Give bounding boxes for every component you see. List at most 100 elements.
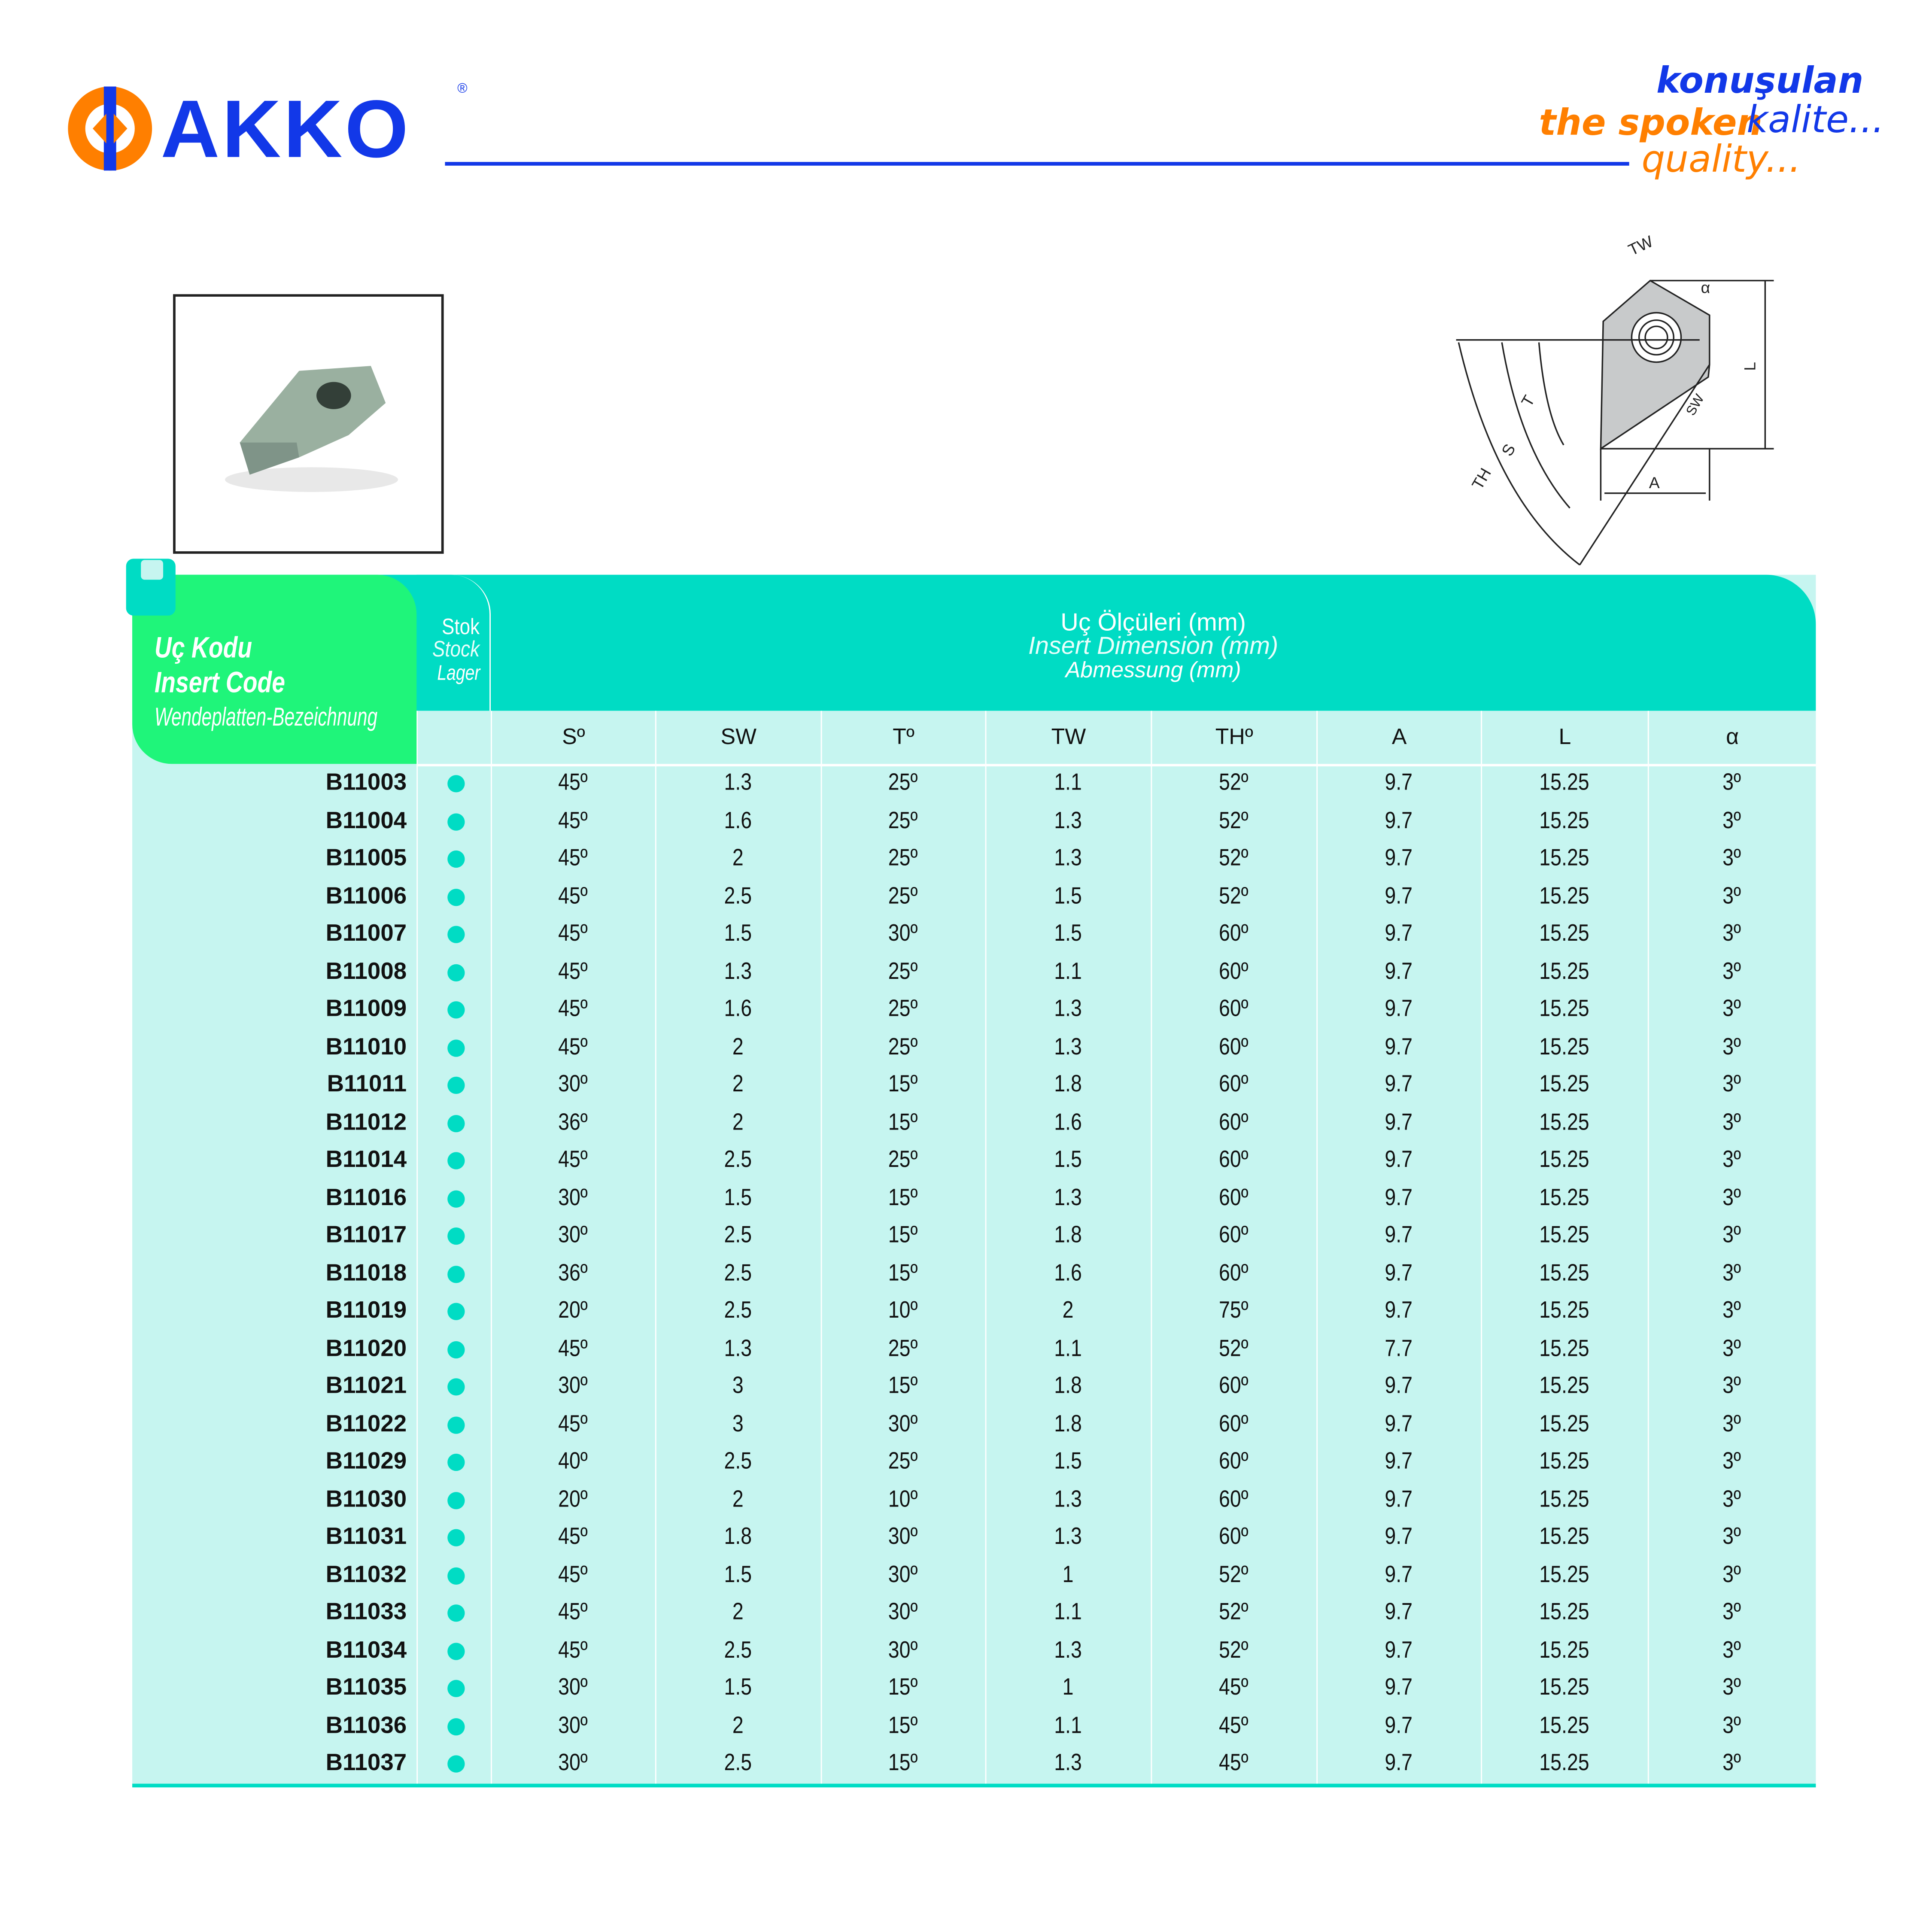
insert-code: B11018	[325, 1260, 407, 1287]
in-stock-indicator-icon	[447, 850, 465, 868]
cell-: 3º	[1722, 1373, 1741, 1400]
cell-t: 25º	[888, 996, 918, 1023]
cell-l: 15.25	[1539, 1034, 1589, 1060]
column-divider	[1481, 711, 1482, 1784]
cell-l: 15.25	[1539, 996, 1589, 1023]
table-row: B11005 45º 2 25º 1.3 52º 9.7 15.25 3º	[132, 841, 1816, 878]
table-row: B11014 45º 2.5 25º 1.5 60º 9.7 15.25 3º	[132, 1142, 1816, 1180]
cell-th: 60º	[1218, 1147, 1249, 1173]
cell-l: 15.25	[1539, 1147, 1589, 1173]
cell-a: 9.7	[1385, 1260, 1413, 1287]
cell-th: 52º	[1218, 1637, 1249, 1664]
in-stock-indicator-icon	[447, 1001, 465, 1019]
in-stock-indicator-icon	[447, 1416, 465, 1434]
cell-a: 9.7	[1385, 996, 1413, 1023]
cell-: 3º	[1722, 1637, 1741, 1664]
cell-tw: 1.3	[1054, 808, 1082, 834]
table-row: B11036 30º 2 15º 1.1 45º 9.7 15.25 3º	[132, 1707, 1816, 1745]
cell-: 3º	[1722, 1072, 1741, 1098]
table-row: B11021 30º 3 15º 1.8 60º 9.7 15.25 3º	[132, 1368, 1816, 1406]
cell-sw: 2.5	[724, 1223, 752, 1249]
cell-tw: 1.1	[1054, 1600, 1082, 1626]
cell-th: 60º	[1218, 1109, 1249, 1136]
cell-tw: 1	[1062, 1562, 1074, 1588]
cell-t: 15º	[888, 1260, 918, 1287]
cell-s: 40º	[558, 1449, 588, 1475]
insert-code: B11011	[327, 1072, 407, 1098]
cell-s: 20º	[558, 1298, 588, 1324]
cell-l: 15.25	[1539, 1637, 1589, 1664]
cell-sw: 2.5	[724, 1637, 752, 1664]
table-row: B11019 20º 2.5 10º 2 75º 9.7 15.25 3º	[132, 1293, 1816, 1331]
cell-t: 15º	[888, 1185, 918, 1211]
cell-a: 9.7	[1385, 1298, 1413, 1324]
cell-s: 45º	[558, 996, 588, 1023]
akko-logo-icon	[68, 86, 152, 171]
cell-tw: 1.5	[1054, 1449, 1082, 1475]
insert-code: B11010	[325, 1034, 407, 1060]
insert-code: B11005	[325, 846, 407, 872]
cell-tw: 1.8	[1054, 1223, 1082, 1249]
column-header: L	[1481, 711, 1648, 764]
cell-a: 9.7	[1385, 1109, 1413, 1136]
code-header-en: Insert Code	[154, 666, 285, 700]
cell-tw: 1.1	[1054, 959, 1082, 985]
column-divider	[491, 711, 492, 1784]
cell-s: 45º	[558, 808, 588, 834]
insert-code: B11014	[325, 1147, 407, 1173]
column-divider	[1647, 711, 1649, 1784]
insert-code: B11036	[325, 1713, 407, 1739]
cell-: 3º	[1722, 1260, 1741, 1287]
table-row: B11004 45º 1.6 25º 1.3 52º 9.7 15.25 3º	[132, 803, 1816, 841]
in-stock-indicator-icon	[447, 1717, 465, 1735]
cell-tw: 2	[1062, 1298, 1074, 1324]
cell-s: 45º	[558, 1637, 588, 1664]
cell-sw: 2.5	[724, 1298, 752, 1324]
cell-tw: 1.8	[1054, 1411, 1082, 1437]
cell-a: 9.7	[1385, 1524, 1413, 1551]
cell-th: 60º	[1218, 1449, 1249, 1475]
cell-l: 15.25	[1539, 1449, 1589, 1475]
diagram-label-alpha: α	[1701, 278, 1710, 296]
in-stock-indicator-icon	[447, 1076, 465, 1094]
cell-t: 10º	[888, 1486, 918, 1513]
cell-: 3º	[1722, 921, 1741, 948]
in-stock-indicator-icon	[447, 1642, 465, 1660]
cell-sw: 1.3	[724, 959, 752, 985]
cell-l: 15.25	[1539, 959, 1589, 985]
cell-a: 9.7	[1385, 1600, 1413, 1626]
code-header-de: Wendeplatten-Bezeichnung	[154, 703, 378, 732]
in-stock-indicator-icon	[447, 926, 465, 943]
cell-l: 15.25	[1539, 1562, 1589, 1588]
cell-sw: 1.6	[724, 996, 752, 1023]
cell-s: 45º	[558, 846, 588, 872]
cell-sw: 2	[732, 1486, 744, 1513]
cell-: 3º	[1722, 1185, 1741, 1211]
cell-th: 60º	[1218, 996, 1249, 1023]
insert-code: B11035	[325, 1675, 407, 1701]
cell-sw: 2	[732, 846, 744, 872]
table-row: B11010 45º 2 25º 1.3 60º 9.7 15.25 3º	[132, 1029, 1816, 1067]
cell-th: 45º	[1218, 1713, 1249, 1739]
cell-t: 25º	[888, 770, 918, 796]
cell-s: 45º	[558, 883, 588, 910]
cell-s: 45º	[558, 1147, 588, 1173]
in-stock-indicator-icon	[447, 1039, 465, 1057]
in-stock-indicator-icon	[447, 1604, 465, 1622]
cell-a: 7.7	[1385, 1336, 1413, 1362]
table-row: B11022 45º 3 30º 1.8 60º 9.7 15.25 3º	[132, 1406, 1816, 1444]
in-stock-indicator-icon	[447, 1340, 465, 1358]
in-stock-indicator-icon	[447, 1567, 465, 1584]
insert-code: B11012	[325, 1109, 407, 1136]
cell-a: 9.7	[1385, 1486, 1413, 1513]
insert-code: B11008	[325, 959, 407, 985]
cell-t: 25º	[888, 846, 918, 872]
cell-s: 45º	[558, 770, 588, 796]
cell-s: 45º	[558, 1524, 588, 1551]
in-stock-indicator-icon	[447, 1378, 465, 1396]
cell-t: 15º	[888, 1750, 918, 1777]
column-divider	[655, 711, 656, 1784]
cell-tw: 1.3	[1054, 1486, 1082, 1513]
insert-code: B11030	[325, 1486, 407, 1513]
